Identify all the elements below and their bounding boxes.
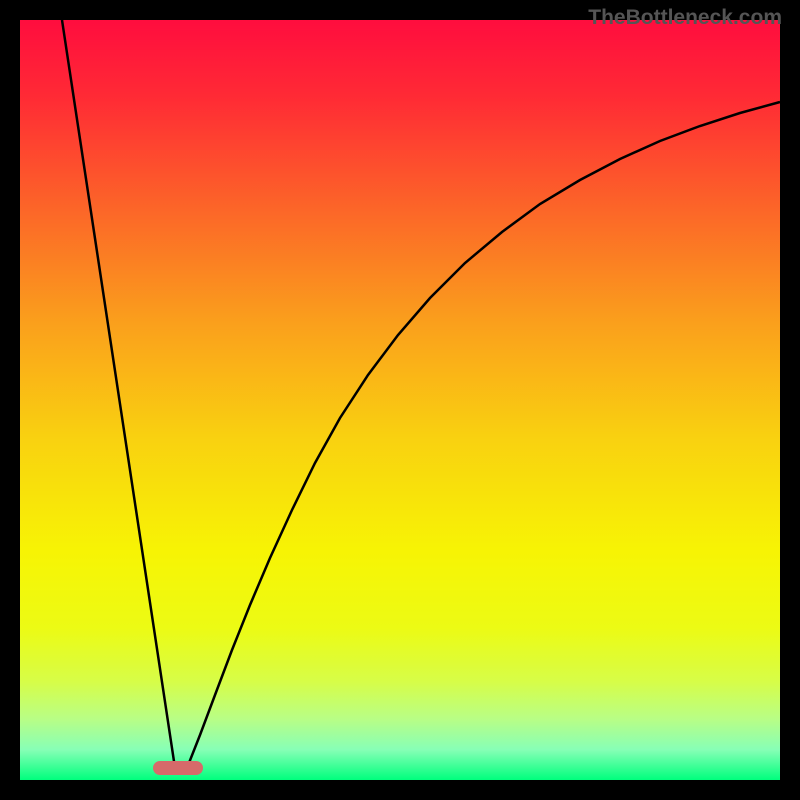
plot-background: [20, 20, 780, 780]
bottleneck-chart: [0, 0, 800, 800]
bottleneck-marker: [153, 761, 203, 775]
chart-container: TheBottleneck.com: [0, 0, 800, 800]
watermark-text: TheBottleneck.com: [588, 6, 782, 30]
